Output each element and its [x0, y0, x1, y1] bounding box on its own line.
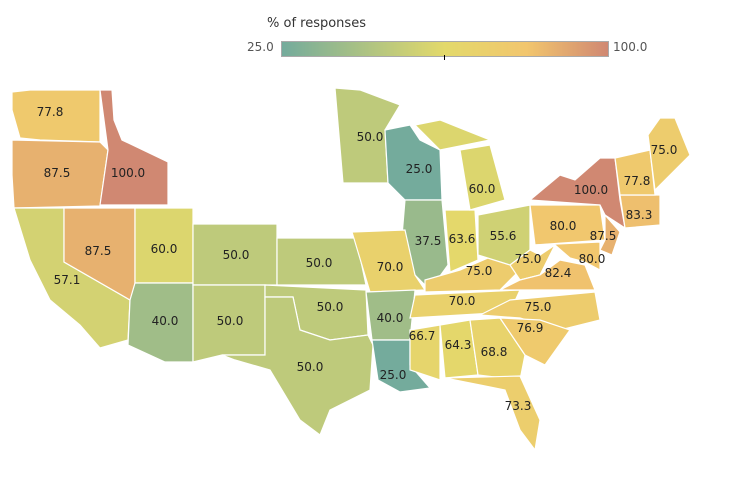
legend-tick	[444, 55, 445, 60]
state-label-ky: 75.0	[466, 264, 493, 278]
state-id[interactable]	[99, 89, 169, 206]
state-nj[interactable]	[599, 213, 621, 256]
state-label-ar: 40.0	[377, 311, 404, 325]
state-ms[interactable]	[409, 324, 441, 381]
state-label-ks: 50.0	[306, 256, 333, 270]
state-ga[interactable]	[469, 317, 526, 381]
state-nh[interactable]	[614, 149, 656, 196]
state-label-tx: 50.0	[297, 360, 324, 374]
state-ks[interactable]	[276, 237, 367, 286]
state-tx[interactable]	[221, 296, 374, 436]
state-label-la: 25.0	[380, 368, 407, 382]
state-md[interactable]	[534, 241, 601, 271]
state-label-ny: 100.0	[574, 183, 608, 197]
state-miu[interactable]	[413, 119, 493, 151]
state-label-al: 64.3	[445, 338, 472, 352]
state-or[interactable]	[11, 139, 109, 209]
state-label-wv: 75.0	[515, 252, 542, 266]
state-label-wa: 77.8	[37, 105, 64, 119]
state-label-id: 100.0	[111, 166, 145, 180]
legend-max: 100.0	[613, 40, 648, 54]
legend-min: 25.0	[247, 40, 274, 54]
state-label-nj: 87.5	[590, 229, 617, 243]
state-label-md: 80.0	[579, 252, 606, 266]
state-label-in: 63.6	[449, 232, 476, 246]
state-label-ut: 60.0	[151, 242, 178, 256]
state-mo[interactable]	[351, 229, 427, 293]
state-label-nh: 77.8	[624, 174, 651, 188]
state-mi[interactable]	[459, 144, 506, 211]
legend-color-bar	[281, 41, 609, 57]
state-label-nv: 87.5	[85, 244, 112, 258]
state-label-va: 82.4	[545, 266, 572, 280]
state-label-sc: 76.9	[517, 321, 544, 335]
state-label-mo: 70.0	[377, 260, 404, 274]
state-label-nc: 75.0	[525, 300, 552, 314]
state-label-fl: 73.3	[505, 399, 532, 413]
state-label-ok: 50.0	[317, 300, 344, 314]
state-va[interactable]	[499, 259, 596, 291]
state-wi[interactable]	[384, 124, 443, 201]
state-label-il: 37.5	[415, 234, 442, 248]
state-sc[interactable]	[498, 317, 571, 366]
state-label-wi: 25.0	[406, 162, 433, 176]
state-label-ms: 66.7	[409, 329, 436, 343]
state-label-oh: 55.6	[490, 229, 517, 243]
state-label-me: 75.0	[651, 143, 678, 157]
state-label-ca: 57.1	[54, 273, 81, 287]
state-nc[interactable]	[477, 291, 601, 331]
state-label-mi: 60.0	[469, 182, 496, 196]
state-label-tn: 70.0	[449, 294, 476, 308]
state-label-ma: 83.3	[626, 208, 653, 222]
state-label-pa: 80.0	[550, 219, 577, 233]
legend-title: % of responses	[267, 16, 366, 31]
state-label-mn: 50.0	[357, 130, 384, 144]
state-in[interactable]	[444, 209, 479, 273]
state-label-or: 87.5	[44, 166, 71, 180]
state-me[interactable]	[647, 117, 691, 192]
state-label-ga: 68.8	[481, 345, 508, 359]
state-label-co: 50.0	[223, 248, 250, 262]
state-label-az: 40.0	[152, 314, 179, 328]
state-label-nm: 50.0	[217, 314, 244, 328]
state-fl[interactable]	[444, 375, 541, 452]
